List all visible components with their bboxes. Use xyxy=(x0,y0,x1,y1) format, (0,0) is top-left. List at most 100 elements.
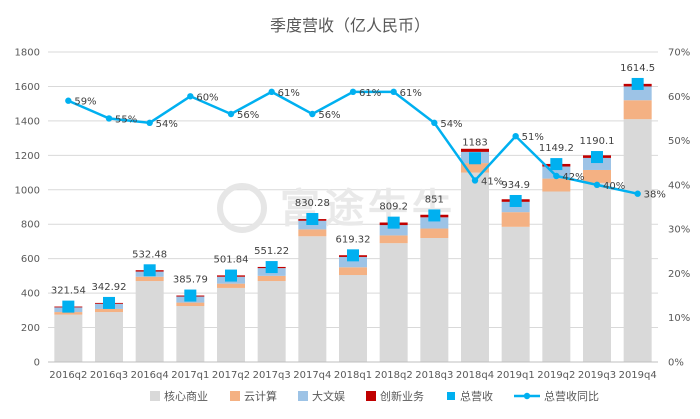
y-left-tick-label: 0 xyxy=(34,358,40,369)
bar-segment xyxy=(135,276,164,282)
legend-swatch-marker xyxy=(523,392,531,400)
total-revenue-label: 619.32 xyxy=(336,234,371,245)
bar-segment xyxy=(95,308,123,313)
y-left-tick-label: 1000 xyxy=(15,185,40,196)
bars xyxy=(54,83,652,363)
legend-swatch xyxy=(366,391,376,401)
axes: 0 200 400 600 800 1000 1200 1400 1600 1800 0% 10% 20… xyxy=(15,48,691,382)
y-right-tick-label: 30% xyxy=(668,225,690,236)
yoy-data-label: 60% xyxy=(196,92,218,103)
yoy-data-label: 41% xyxy=(481,176,503,187)
bar-segment xyxy=(501,226,530,362)
yoy-data-label: 55% xyxy=(115,114,137,125)
bar-segment xyxy=(379,243,408,362)
total-revenue-label: 1614.5 xyxy=(620,63,655,74)
x-tick-label: 2016q4 xyxy=(131,370,169,381)
yoy-data-label: 61% xyxy=(400,88,422,99)
bar-segment xyxy=(583,157,611,170)
yoy-point xyxy=(349,88,357,96)
bar-segment xyxy=(461,163,489,173)
legend: 核心商业 云计算 大文娱 创新业务 总营收 总营收同比 xyxy=(150,389,599,403)
x-tick-label: 2019q4 xyxy=(619,370,657,381)
yoy-point xyxy=(268,88,275,96)
total-revenue-label: 385.79 xyxy=(173,275,208,286)
bar-segment xyxy=(339,275,367,362)
yoy-point xyxy=(309,110,316,118)
total-revenue-label: 934.9 xyxy=(501,180,530,191)
bar-segment xyxy=(257,281,286,362)
x-tick-label: 2017q1 xyxy=(171,370,209,381)
total-markers xyxy=(62,77,644,313)
bar-segment xyxy=(501,212,530,227)
bar-segment xyxy=(623,100,652,120)
total-revenue-marker xyxy=(265,261,278,274)
total-revenue-marker xyxy=(306,213,319,226)
total-revenue-label: 1183 xyxy=(462,137,487,148)
x-tick-label: 2019q3 xyxy=(578,370,616,381)
yoy-point xyxy=(634,190,641,197)
x-tick-label: 2018q3 xyxy=(415,370,453,381)
legend-swatch xyxy=(150,391,160,401)
y-left-tick-label: 200 xyxy=(21,323,40,334)
bar-segment xyxy=(95,312,123,362)
yoy-point xyxy=(390,88,397,96)
chart-title: 季度营收（亿人民币） xyxy=(270,16,430,35)
bar-segment xyxy=(339,256,367,268)
legend-label: 云计算 xyxy=(244,389,277,403)
total-revenue-label: 532.48 xyxy=(132,249,167,260)
x-tick-label: 2018q2 xyxy=(375,370,413,381)
total-revenue-marker xyxy=(591,151,603,164)
bar-segment xyxy=(176,302,205,307)
yoy-point xyxy=(512,132,519,140)
total-revenue-marker xyxy=(225,269,237,282)
data-labels: 59% 55% 54% 60% 56% 61% 56% 61% 61% 54% 41% 51% 42% 4… xyxy=(51,63,666,297)
total-revenue-marker xyxy=(469,152,481,165)
yoy-point xyxy=(471,177,479,184)
yoy-point xyxy=(431,119,438,127)
yoy-point xyxy=(187,93,194,100)
total-revenue-label: 809.2 xyxy=(379,202,408,213)
y-right-tick-label: 40% xyxy=(668,180,690,191)
y-right-tick-label: 20% xyxy=(668,269,690,280)
bar-segment xyxy=(298,229,327,237)
y-right-tick-label: 50% xyxy=(668,136,690,147)
yoy-data-label: 38% xyxy=(644,190,666,201)
total-revenue-label: 321.54 xyxy=(51,286,86,297)
yoy-point xyxy=(105,115,113,122)
x-tick-label: 2016q3 xyxy=(90,370,128,381)
total-revenue-label: 342.92 xyxy=(92,282,127,293)
yoy-data-label: 42% xyxy=(562,172,584,183)
total-revenue-label: 830.28 xyxy=(295,198,330,209)
yoy-data-label: 56% xyxy=(237,110,259,121)
legend-label: 大文娱 xyxy=(312,389,345,403)
x-tick-label: 2018q4 xyxy=(456,370,494,381)
bar-segment xyxy=(542,191,571,362)
y-left-tick-label: 1600 xyxy=(15,82,40,93)
yoy-point xyxy=(593,181,601,189)
bar-segment xyxy=(501,201,530,213)
bar-segment xyxy=(420,217,449,229)
total-revenue-marker xyxy=(347,249,359,262)
bar-segment xyxy=(54,314,83,362)
total-revenue-marker xyxy=(631,77,644,90)
bar-segment xyxy=(583,182,611,362)
bar-segment xyxy=(461,148,489,152)
yoy-point xyxy=(65,97,72,104)
bar-segment xyxy=(420,228,449,238)
bar-segment xyxy=(257,275,286,282)
total-revenue-label: 1190.1 xyxy=(580,136,615,147)
y-left-tick-label: 800 xyxy=(21,220,40,231)
x-tick-label: 2019q1 xyxy=(497,370,535,381)
bar-segment xyxy=(217,283,245,288)
total-revenue-marker xyxy=(143,264,156,277)
x-tick-label: 2019q2 xyxy=(537,370,575,381)
bar-segment xyxy=(135,281,164,362)
yoy-point xyxy=(553,172,560,180)
legend-label: 总营收 xyxy=(460,389,493,403)
yoy-point xyxy=(146,119,153,127)
yoy-data-label: 56% xyxy=(318,110,340,121)
legend-swatch xyxy=(447,392,455,400)
total-revenue-label: 851 xyxy=(425,194,444,205)
